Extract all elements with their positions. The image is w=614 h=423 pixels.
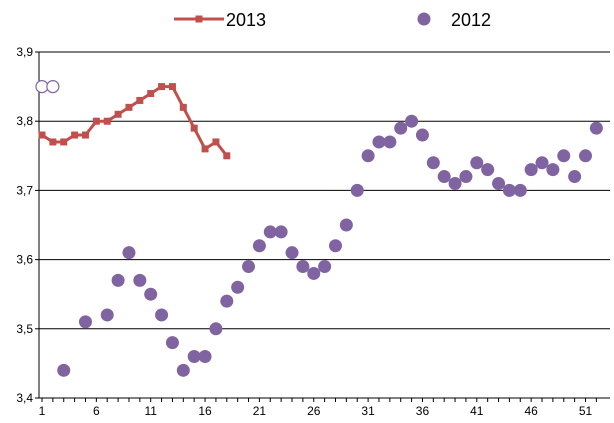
data-point	[176, 363, 190, 377]
y-tick-label: 3,5	[16, 322, 33, 336]
data-point	[60, 138, 68, 146]
data-point	[589, 121, 603, 135]
data-point	[78, 315, 92, 329]
x-tick-label: 46	[524, 404, 538, 418]
y-tick-label: 3,7	[16, 183, 33, 197]
data-point	[492, 176, 506, 190]
data-point	[125, 103, 133, 111]
data-point	[158, 83, 166, 91]
data-point	[144, 287, 158, 301]
x-tick-label: 26	[307, 404, 321, 418]
data-point	[187, 349, 201, 363]
x-tick-label: 16	[198, 404, 212, 418]
y-tick-label: 3,8	[16, 114, 33, 128]
legend-label-2012: 2012	[451, 10, 491, 30]
data-point	[459, 170, 473, 184]
data-point	[100, 308, 114, 322]
y-tick-label: 3,9	[16, 45, 33, 59]
data-point	[190, 124, 198, 132]
data-point	[92, 117, 100, 125]
data-point	[168, 83, 176, 91]
data-point	[524, 163, 538, 177]
data-point	[383, 135, 397, 149]
data-point	[147, 90, 155, 98]
data-point	[579, 149, 592, 163]
data-point	[46, 79, 60, 94]
x-tick-label: 6	[93, 404, 100, 418]
data-point	[231, 280, 245, 294]
data-point	[155, 308, 169, 322]
legend-marker-2013	[195, 15, 203, 23]
data-point	[470, 156, 484, 170]
data-point	[285, 246, 299, 260]
legend: 2013 2012	[174, 10, 491, 30]
data-point	[557, 149, 571, 163]
data-point	[296, 260, 310, 274]
data-point	[502, 183, 516, 197]
data-point	[122, 246, 136, 260]
data-point	[394, 121, 408, 135]
data-point	[212, 138, 220, 146]
series-2013-0	[38, 83, 231, 160]
x-tick-label: 21	[253, 404, 267, 418]
y-tick-label: 3,4	[16, 391, 33, 405]
data-point	[318, 260, 332, 274]
data-point	[448, 176, 462, 190]
data-point	[405, 114, 419, 128]
data-point	[568, 170, 582, 184]
data-point	[81, 131, 89, 139]
series-extra-2	[35, 79, 60, 94]
data-point	[103, 117, 111, 125]
data-point	[350, 183, 364, 197]
data-point	[114, 110, 122, 118]
data-point	[71, 131, 79, 139]
legend-label-2013: 2013	[226, 10, 266, 30]
data-point	[136, 96, 144, 104]
axes: 3,43,53,63,73,83,91 6 11 16 21 26 31 36 41 46 51	[16, 45, 610, 418]
x-tick-label: 1	[39, 404, 46, 418]
x-tick-label: 41	[470, 404, 484, 418]
data-point	[372, 135, 386, 149]
data-point	[220, 294, 234, 308]
data-point	[426, 156, 440, 170]
data-point	[481, 163, 495, 177]
data-point	[198, 349, 212, 363]
data-point	[415, 128, 429, 142]
data-point	[133, 273, 147, 287]
x-tick-label: 31	[361, 404, 375, 418]
data-point	[38, 131, 46, 139]
data-point	[57, 363, 71, 377]
data-point	[328, 239, 342, 253]
data-point	[209, 322, 223, 336]
data-point	[274, 225, 288, 239]
data-point	[111, 273, 125, 287]
data-point	[223, 152, 231, 160]
data-point	[201, 145, 209, 153]
data-point	[307, 266, 321, 280]
gridlines	[39, 51, 610, 330]
data-point	[263, 225, 277, 239]
data-point	[49, 138, 57, 146]
y-tick-label: 3,6	[16, 253, 33, 267]
series-2012-1	[57, 114, 603, 377]
data-point	[339, 218, 353, 232]
data-point	[546, 163, 560, 177]
data-point	[35, 79, 49, 94]
data-point	[252, 239, 266, 253]
x-tick-label: 36	[416, 404, 430, 418]
data-point	[242, 260, 256, 274]
x-tick-label: 11	[144, 404, 157, 418]
series-layer	[35, 79, 603, 377]
x-tick-label: 51	[579, 404, 593, 418]
data-point	[535, 156, 549, 170]
data-point	[513, 183, 527, 197]
data-point	[437, 170, 451, 184]
legend-marker-2012	[417, 12, 431, 26]
data-point	[179, 103, 187, 111]
data-point	[361, 149, 375, 163]
data-point	[165, 336, 179, 350]
